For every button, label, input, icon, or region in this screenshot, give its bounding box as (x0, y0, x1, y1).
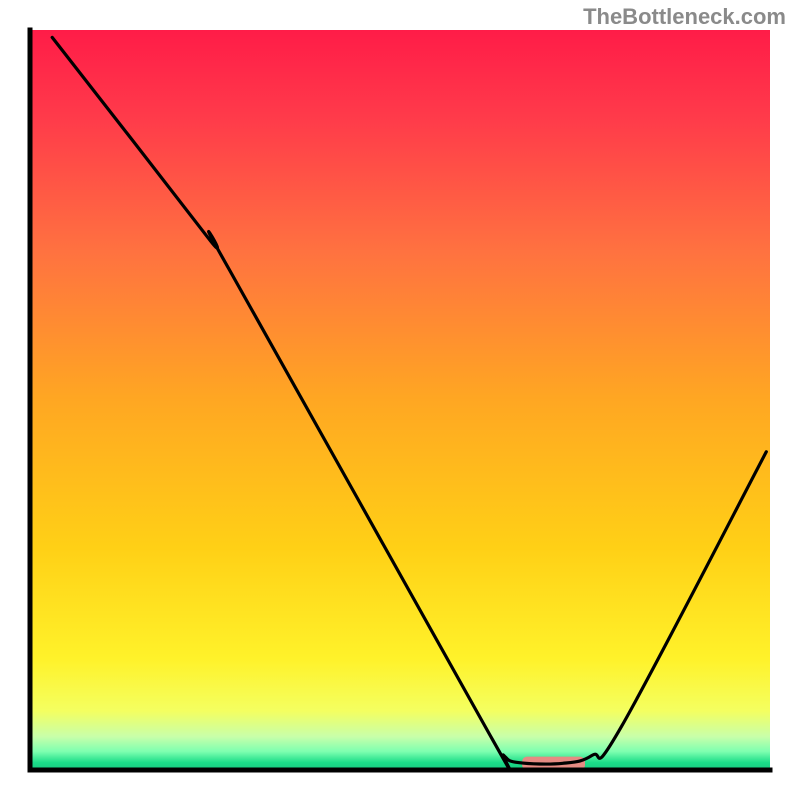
bottleneck-chart (0, 0, 800, 800)
attribution-text: TheBottleneck.com (583, 4, 786, 30)
